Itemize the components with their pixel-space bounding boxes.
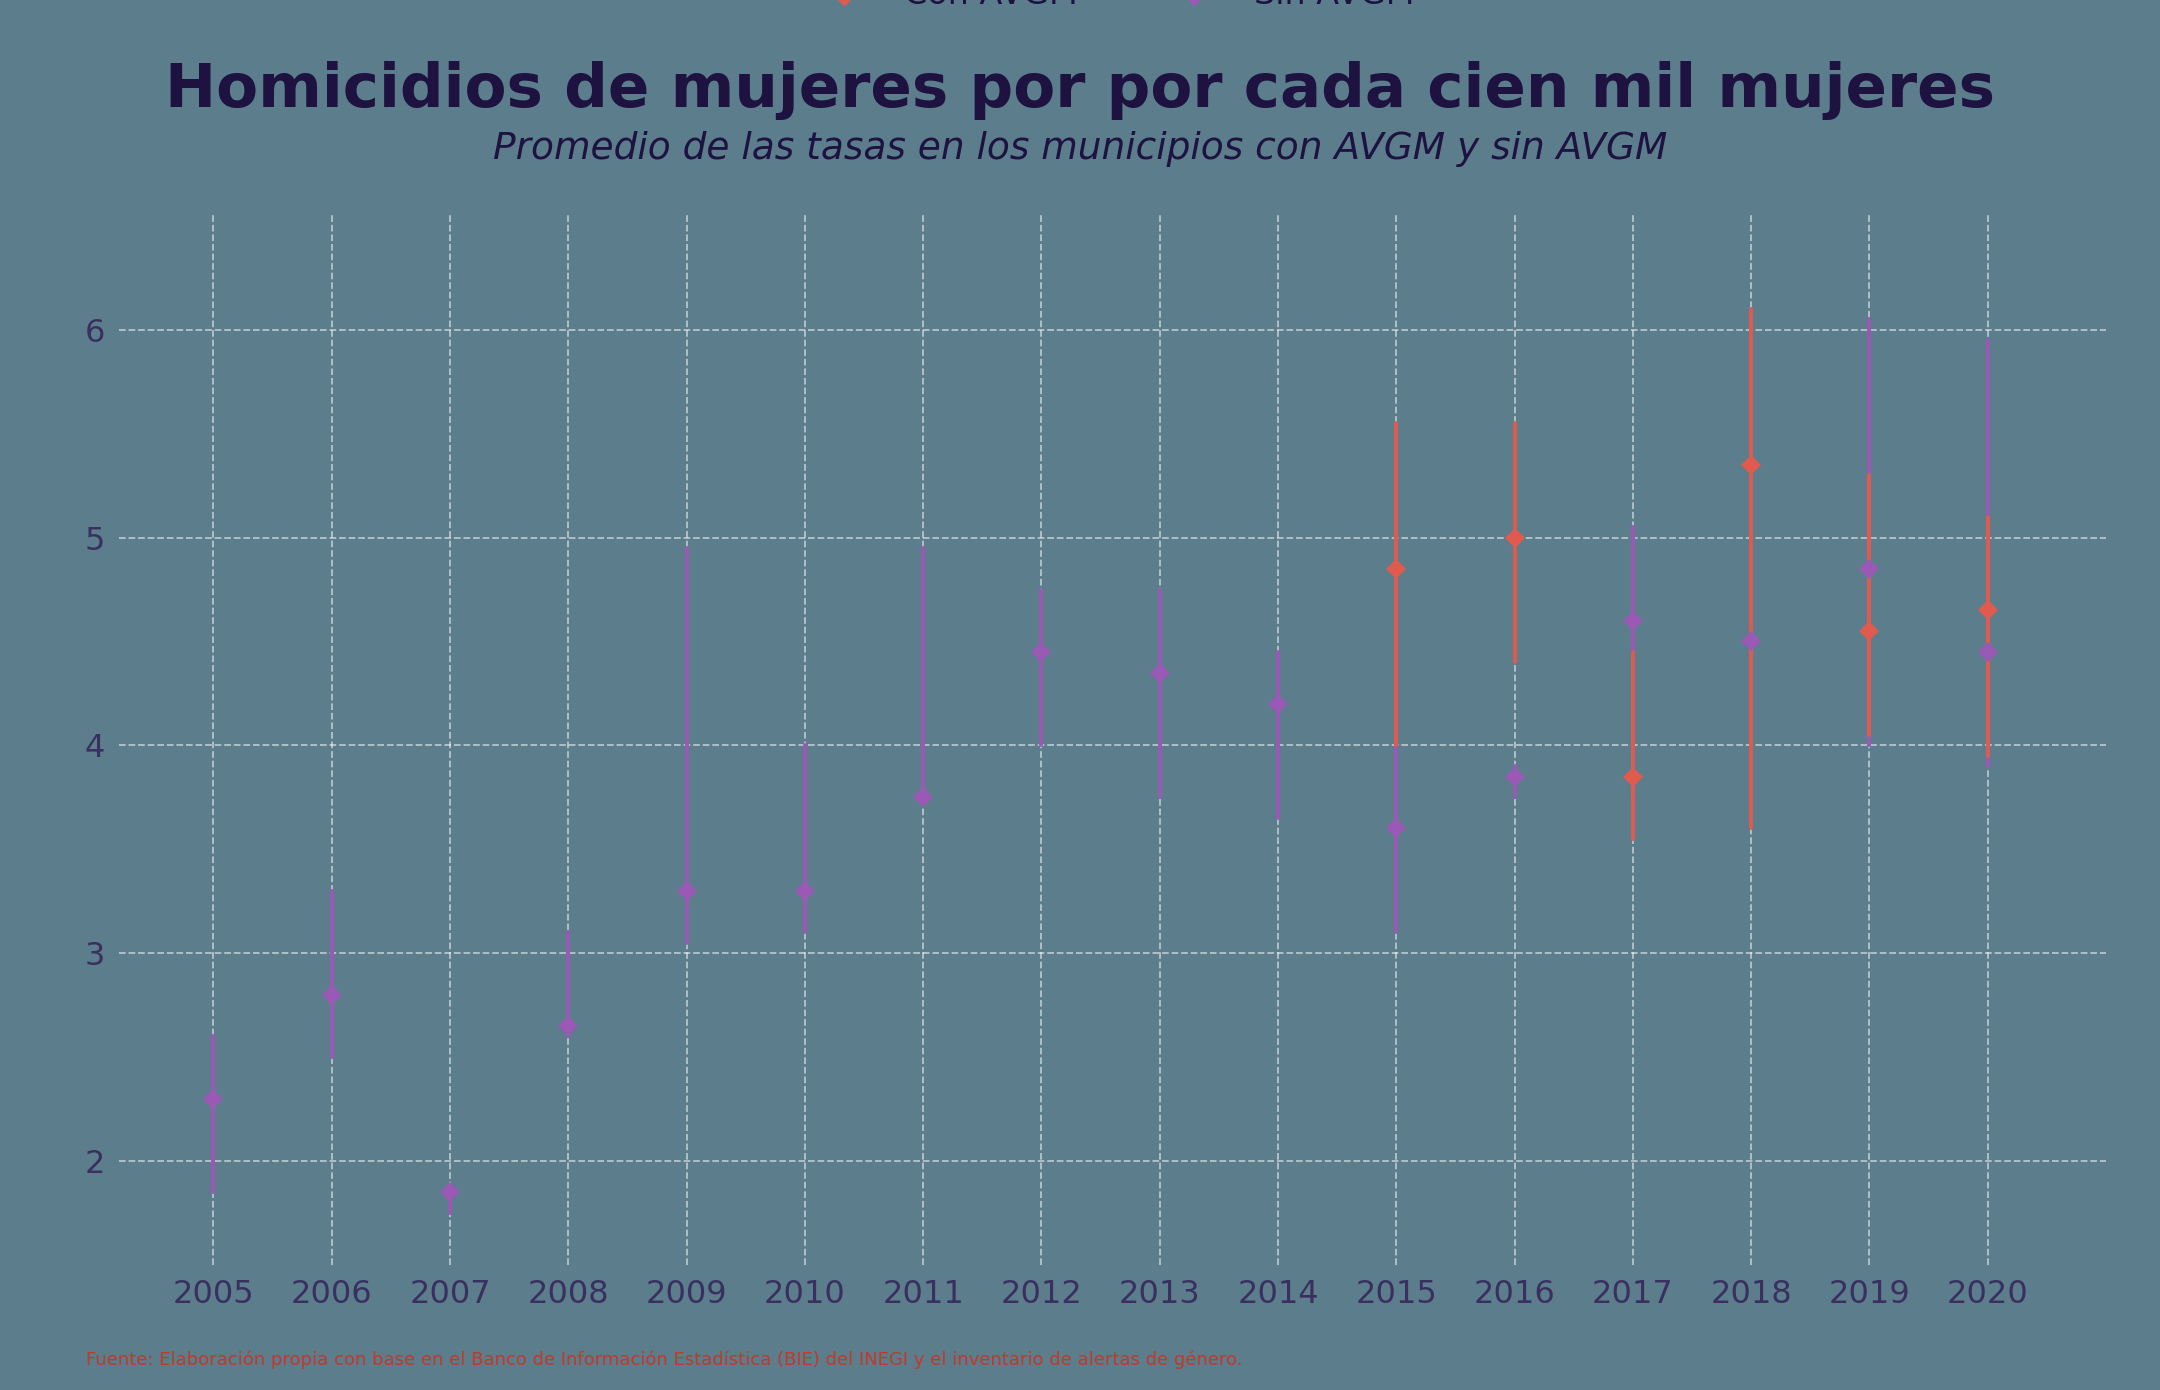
Legend: Con AVGM, Sin AVGM: Con AVGM, Sin AVGM xyxy=(797,0,1428,24)
Text: Fuente: Elaboración propia con base en el Banco de Información Estadística (BIE): Fuente: Elaboración propia con base en e… xyxy=(86,1350,1242,1369)
Text: Homicidios de mujeres por por cada cien mil mujeres: Homicidios de mujeres por por cada cien … xyxy=(164,61,1996,120)
Text: Promedio de las tasas en los municipios con AVGM y sin AVGM: Promedio de las tasas en los municipios … xyxy=(492,131,1668,167)
